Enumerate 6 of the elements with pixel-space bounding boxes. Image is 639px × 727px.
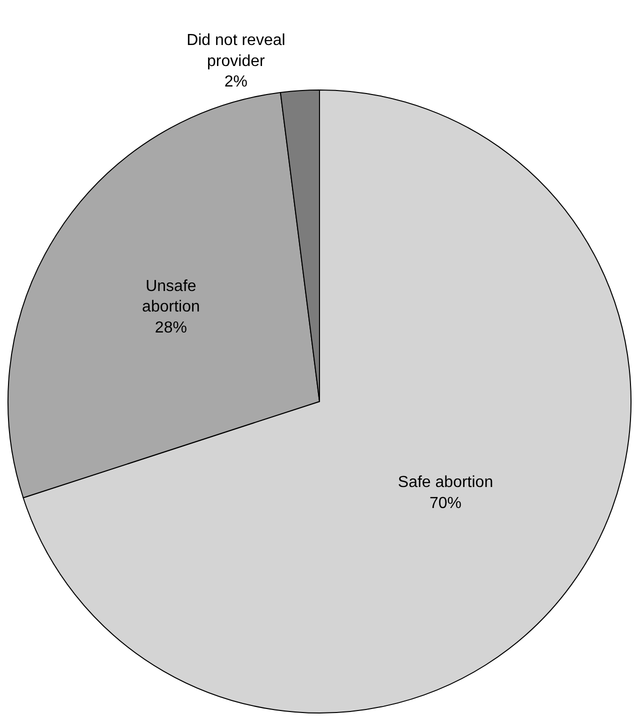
slice-label: Safe abortion	[398, 474, 494, 492]
slice-label: Did not reveal provider	[186, 32, 286, 70]
data-label: 28%	[154, 320, 187, 337]
data-label: 2%	[224, 74, 248, 91]
slice-label: Unsafe abortion	[142, 278, 200, 316]
data-label: 70%	[429, 494, 462, 512]
